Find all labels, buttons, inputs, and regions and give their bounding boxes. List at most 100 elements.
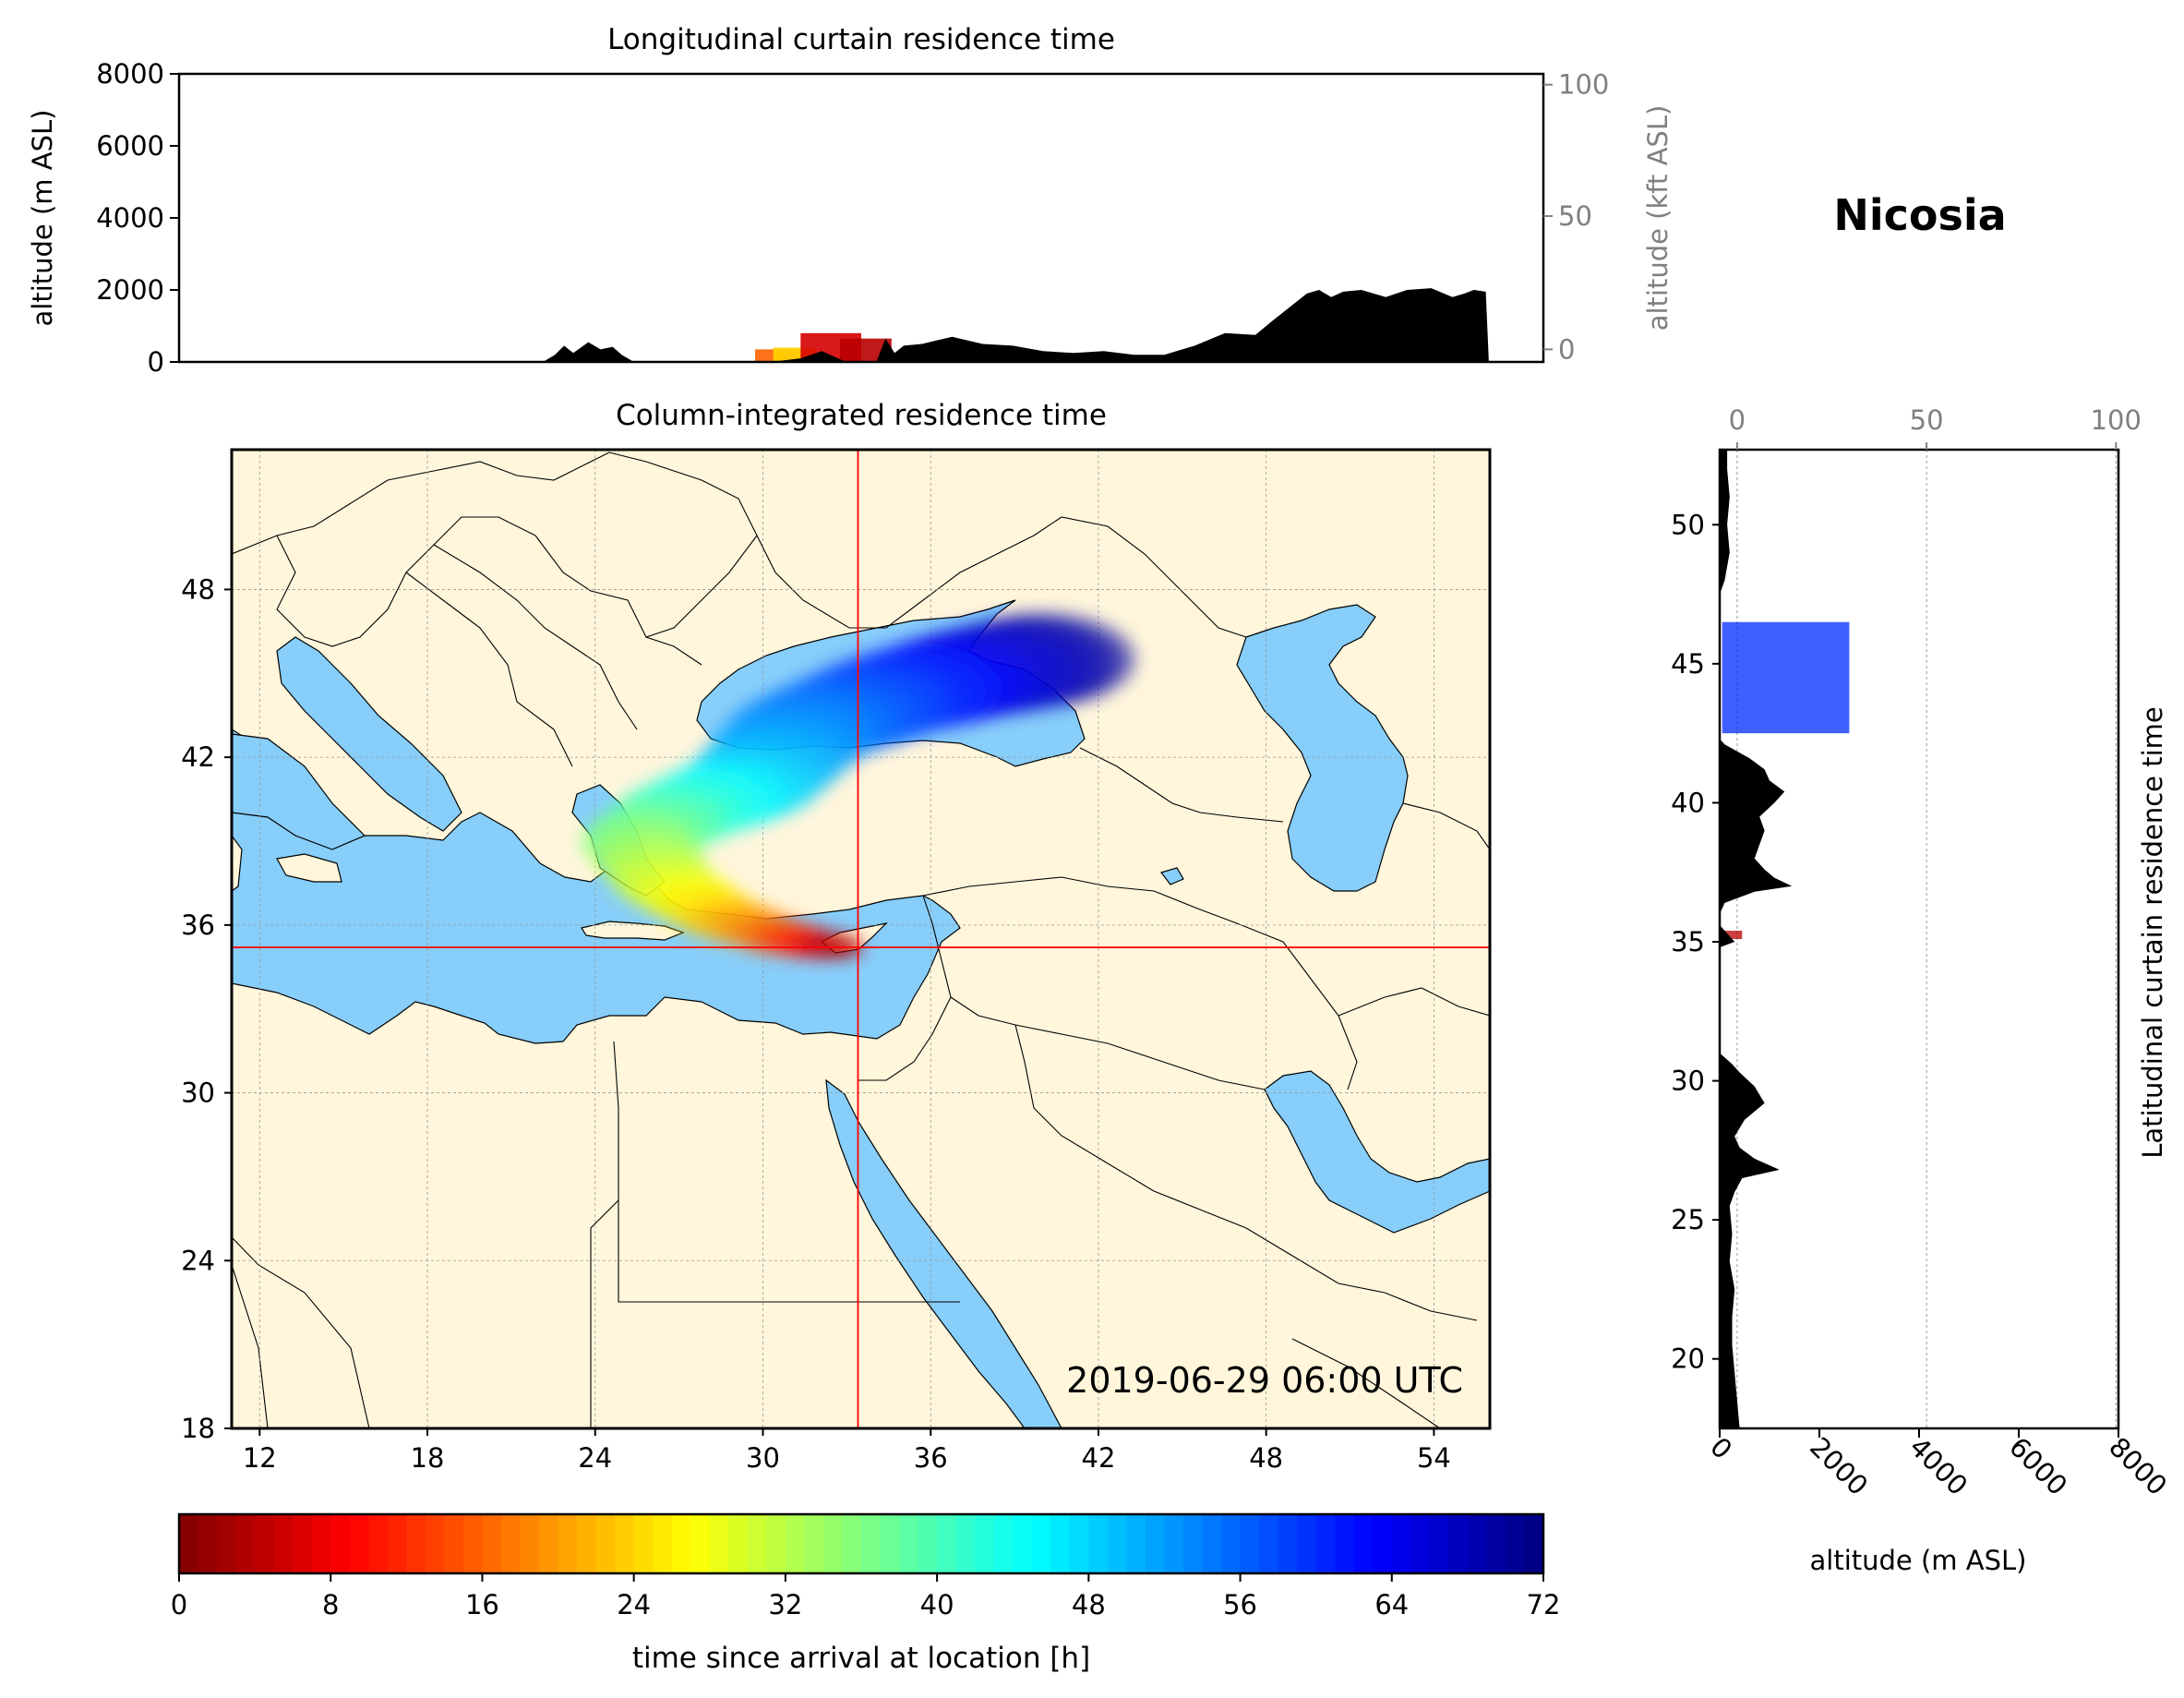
colorbar-tick-label: 32 <box>768 1589 802 1620</box>
y-tick-label: 4000 <box>96 202 164 234</box>
colorbar-band <box>368 1514 389 1573</box>
colorbar-band <box>1467 1514 1488 1573</box>
colorbar-tick-label: 72 <box>1527 1589 1561 1620</box>
colorbar-band <box>539 1514 559 1573</box>
colorbar-band <box>1013 1514 1033 1573</box>
colorbar-band <box>255 1514 275 1573</box>
colorbar-band <box>444 1514 464 1573</box>
y-tick-label: 25 <box>1671 1204 1705 1235</box>
colorbar-band <box>822 1514 844 1573</box>
colorbar-tick-label: 16 <box>465 1589 499 1620</box>
colorbar-band <box>937 1514 957 1573</box>
border-line <box>1014 1024 1478 1321</box>
border-line <box>232 452 610 555</box>
map-x-ticks: 12 18 24 30 36 42 48 54 <box>243 1428 1451 1474</box>
y2-tick-label: 50 <box>1558 200 1592 232</box>
colorbar-band <box>1259 1514 1279 1573</box>
plume <box>579 612 1136 959</box>
colorbar-band <box>1126 1514 1146 1573</box>
colorbar-band <box>785 1514 806 1573</box>
colorbar-tick-label: 0 <box>171 1589 187 1620</box>
colorbar-band <box>235 1514 256 1573</box>
y-tick-label: 50 <box>1671 509 1705 540</box>
colorbar-band <box>804 1514 824 1573</box>
x-tick-label: 24 <box>578 1442 612 1474</box>
colorbar-tick-label: 64 <box>1374 1589 1409 1620</box>
colorbar-ticks: 0 8 16 24 32 40 48 56 64 72 <box>171 1573 1561 1620</box>
colorbar-band <box>1315 1514 1336 1573</box>
crete <box>581 921 685 941</box>
longitudinal-y2label: altitude (kft ASL) <box>1642 105 1674 331</box>
colorbar-band <box>425 1514 445 1573</box>
residence-patch <box>1722 621 1850 734</box>
y-tick-label: 30 <box>181 1078 215 1109</box>
persian-gulf <box>1264 1070 1490 1234</box>
lake-van <box>1159 867 1184 885</box>
terrain-profile <box>179 288 1543 362</box>
colorbar: 0 8 16 24 32 40 48 56 64 72 time since arrival at… <box>171 1512 1561 1675</box>
border-line <box>433 544 638 730</box>
sicily <box>276 853 342 883</box>
colorbar-band <box>1278 1514 1298 1573</box>
colorbar-band <box>1050 1514 1071 1573</box>
y-tick-label: 42 <box>181 741 215 773</box>
mediterranean-sea <box>232 729 961 1044</box>
border-line <box>1033 516 1247 638</box>
latitudinal-grid <box>1736 450 2117 1428</box>
border-line <box>232 1236 370 1428</box>
colorbar-band <box>880 1514 900 1573</box>
colorbar-band <box>482 1514 502 1573</box>
y-tick-label: 6000 <box>96 130 164 162</box>
x-tick-label: 6000 <box>2003 1431 2073 1501</box>
border-line <box>276 516 536 647</box>
colorbar-band <box>1448 1514 1469 1573</box>
colorbar-band <box>1505 1514 1526 1573</box>
colorbar-band <box>671 1514 691 1573</box>
x-tick-label: 18 <box>411 1442 445 1474</box>
colorbar-band <box>330 1514 351 1573</box>
colorbar-band <box>577 1514 597 1573</box>
colorbar-band <box>615 1514 635 1573</box>
colorbar-tick-label: 40 <box>920 1589 954 1620</box>
border-line <box>232 1264 269 1428</box>
colorbar-band <box>1335 1514 1355 1573</box>
colorbar-band <box>690 1514 711 1573</box>
colorbar-band <box>728 1514 749 1573</box>
colorbar-band <box>1486 1514 1506 1573</box>
residence-patch <box>1724 930 1743 939</box>
x-tick-label: 0 <box>1704 1431 1738 1465</box>
y2-tick-label: 0 <box>1558 333 1575 365</box>
x-tick-label: 8000 <box>2103 1431 2173 1501</box>
colorbar-band <box>311 1514 331 1573</box>
colorbar-band <box>1410 1514 1431 1573</box>
y-tick-label: 36 <box>181 909 215 941</box>
colorbar-band <box>766 1514 786 1573</box>
border-line <box>1291 1338 1441 1428</box>
colorbar-band <box>1164 1514 1184 1573</box>
x-tick-label: 36 <box>914 1442 948 1474</box>
colorbar-band <box>500 1514 522 1573</box>
sardinia <box>232 834 243 892</box>
y-tick-label: 8000 <box>96 58 164 90</box>
y-tick-label: 24 <box>181 1245 215 1276</box>
colorbar-band <box>1145 1514 1166 1573</box>
longitudinal-panel: Longitudinal curtain residence time 0 200… <box>27 23 1674 378</box>
colorbar-band <box>406 1514 426 1573</box>
x-tick-label: 48 <box>1249 1442 1283 1474</box>
longitudinal-y2-ticks: 0 50 100 <box>1543 69 1609 365</box>
x-tick-label: 54 <box>1417 1442 1451 1474</box>
colorbar-band <box>1524 1514 1544 1573</box>
colorbar-band <box>179 1514 199 1573</box>
colorbar-band <box>899 1514 919 1573</box>
colorbar-tick-label: 24 <box>617 1589 651 1620</box>
colorbar-band <box>747 1514 767 1573</box>
x-tick-label: 4000 <box>1903 1431 1974 1501</box>
location-name: Nicosia <box>1833 190 2006 240</box>
colorbar-band <box>1373 1514 1393 1573</box>
map-frame <box>230 448 1492 1430</box>
colorbar-band <box>387 1514 407 1573</box>
colorbar-band <box>842 1514 862 1573</box>
map-grid <box>232 450 1490 1428</box>
